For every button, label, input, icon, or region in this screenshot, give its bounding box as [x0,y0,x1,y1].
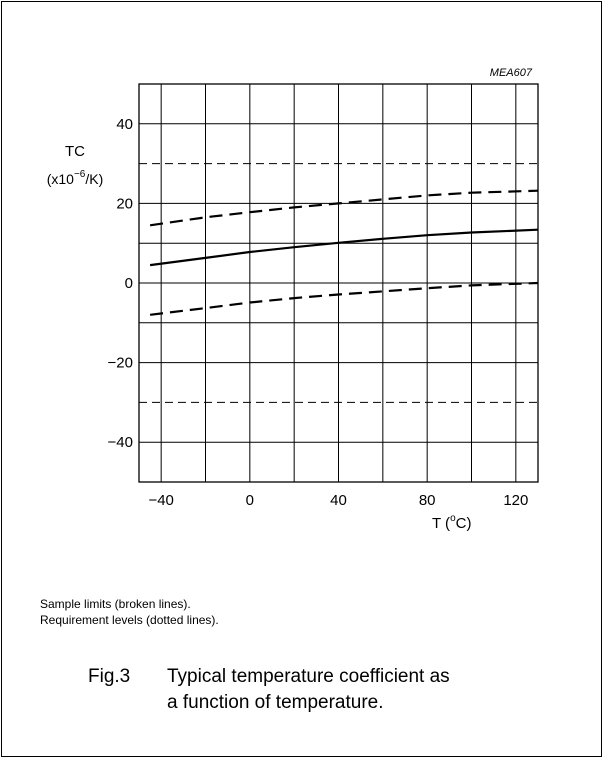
x-axis-label: T (oC) [432,513,471,532]
y-tick-label: −20 [108,355,133,372]
x-tick-label: 80 [419,492,436,509]
x-tick-label: −40 [148,492,173,509]
x-tick-label: 120 [503,492,528,509]
notes-requirement-levels: Requirement levels (dotted lines). [40,613,219,627]
tick-label-layer: −40 0 40 80 120 −40 −20 0 20 40 [108,116,529,509]
x-label-text: T ( [432,515,450,532]
y-unit-suffix: /K) [85,171,103,187]
sample-limit-line-2 [149,281,539,316]
notes-sample-limits: Sample limits (broken lines). [40,597,191,611]
y-tick-label: −40 [108,434,133,451]
caption-line-1: Typical temperature coefficient as [167,666,450,687]
x-unit-degree: o [450,513,456,524]
figure-notes: Sample limits (broken lines). Requiremen… [40,596,219,628]
figure-code: MEA607 [490,67,533,79]
figure-caption: Fig.3 Typical temperature coefficient as a… [88,664,450,716]
y-axis-label: TC [65,143,85,160]
y-unit-prefix: (x10 [47,171,74,187]
requirement-level-layer [139,163,538,403]
y-tick-label: 40 [116,116,133,133]
y-tick-label: 20 [116,195,133,212]
x-tick-label: 40 [330,492,347,509]
typical-tc-line-0 [149,228,539,267]
y-unit-exponent: −6 [74,169,86,180]
series-layer [149,189,539,316]
tc-vs-temperature-chart: −40 0 40 80 120 −40 −20 0 20 40 MEA607 TC (x10−6/… [47,67,539,532]
x-tick-label: 0 [246,492,254,509]
caption-number: Fig.3 [88,666,131,687]
grid-layer [139,84,538,482]
x-unit-suffix: C) [456,515,472,532]
caption-line-2: a function of temperature. [167,692,384,713]
caption-text: Typical temperature coefficient as a func… [167,664,450,716]
y-tick-label: 0 [125,275,133,292]
sample-limit-line-1 [149,189,539,227]
plot-border [138,83,539,483]
y-axis-unit: (x10−6/K) [47,169,104,187]
